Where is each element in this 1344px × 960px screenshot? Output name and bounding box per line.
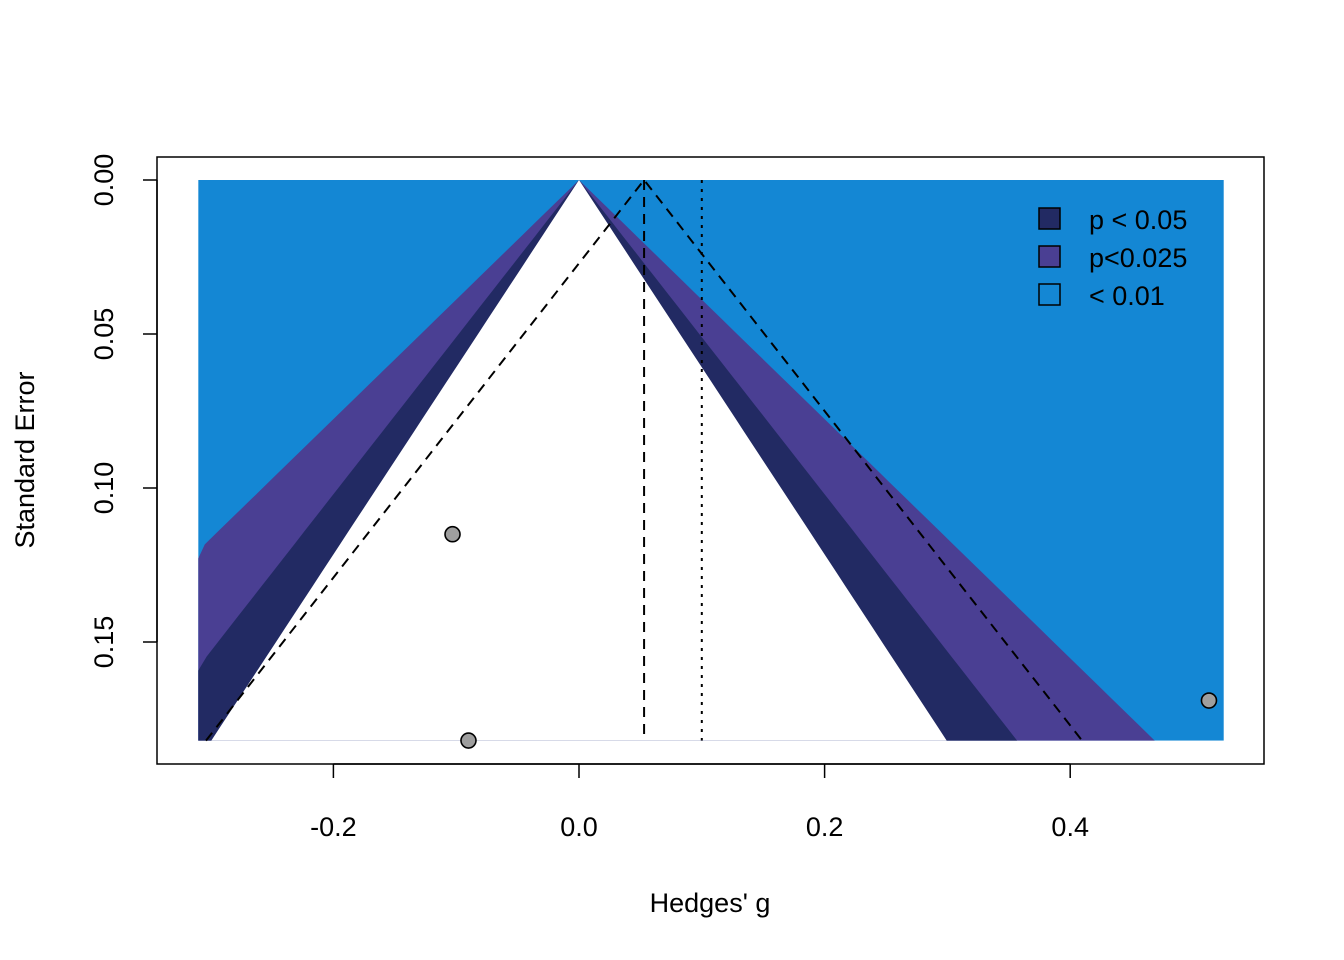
y-axis: 0.00 0.05 0.10 0.15 — [89, 154, 158, 669]
study-point — [1200, 692, 1218, 709]
contour-regions — [198, 180, 1224, 741]
legend-swatch — [1038, 207, 1061, 230]
y-tick-label: 0.05 — [89, 308, 119, 361]
legend-label: < 0.01 — [1089, 281, 1165, 311]
x-tick-label: 0.2 — [806, 812, 844, 842]
reference-lines — [205, 178, 1083, 742]
x-axis: -0.2 0.0 0.2 0.4 — [310, 763, 1089, 842]
study-points — [444, 525, 1218, 749]
legend-swatch — [1038, 283, 1061, 306]
study-point — [460, 732, 477, 749]
x-tick-label: 0.4 — [1051, 812, 1089, 842]
y-tick-label: 0.15 — [89, 616, 119, 669]
legend-label: p<0.025 — [1089, 243, 1187, 273]
y-axis-title: Standard Error — [10, 371, 40, 548]
study-point — [444, 525, 461, 543]
y-tick-label: 0.10 — [89, 462, 119, 515]
legend-label: p < 0.05 — [1089, 205, 1187, 235]
legend-swatch — [1038, 245, 1061, 268]
legend: p < 0.05 p<0.025 < 0.01 — [1038, 205, 1187, 311]
x-tick-label: 0.0 — [560, 812, 598, 842]
region-z-1.645 — [211, 180, 947, 741]
y-tick-label: 0.00 — [89, 154, 119, 207]
x-axis-title: Hedges' g — [650, 888, 771, 918]
x-tick-label: -0.2 — [310, 812, 357, 842]
